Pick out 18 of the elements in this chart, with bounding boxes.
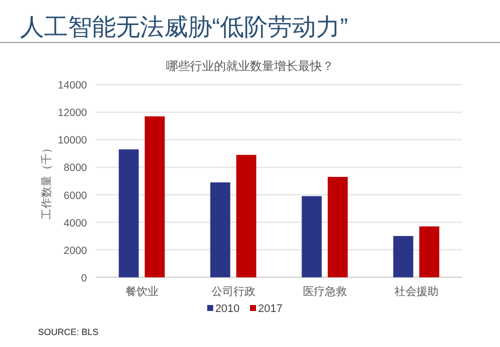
x-tick-label: 餐饮业: [125, 285, 158, 298]
ylabel: 工作数量（千）: [40, 142, 53, 220]
y-tick-label: 6000: [64, 190, 88, 202]
legend-label: 2017: [258, 303, 282, 315]
x-tick-label: 医疗急救: [302, 285, 347, 298]
subtitle: 哪些行业的就业数量增长最快？: [166, 59, 334, 73]
x-tick-label: 公司行政: [211, 285, 256, 298]
x-tick-label: 社会援助: [394, 285, 438, 298]
y-tick-label: 4000: [64, 217, 88, 230]
y-tick-label: 8000: [64, 162, 88, 174]
title: 人工智能无法威胁“低阶劳动力”: [20, 14, 348, 41]
annotation: SOURCE: BLS: [38, 327, 99, 337]
y-tick-label: 12000: [58, 107, 88, 120]
y-tick-label: 10000: [58, 134, 88, 147]
y-tick-label: 14000: [58, 80, 88, 92]
y-tick-label: 2000: [64, 244, 88, 257]
legend-label: 2010: [215, 303, 240, 315]
y-tick-label: 0: [81, 272, 88, 284]
